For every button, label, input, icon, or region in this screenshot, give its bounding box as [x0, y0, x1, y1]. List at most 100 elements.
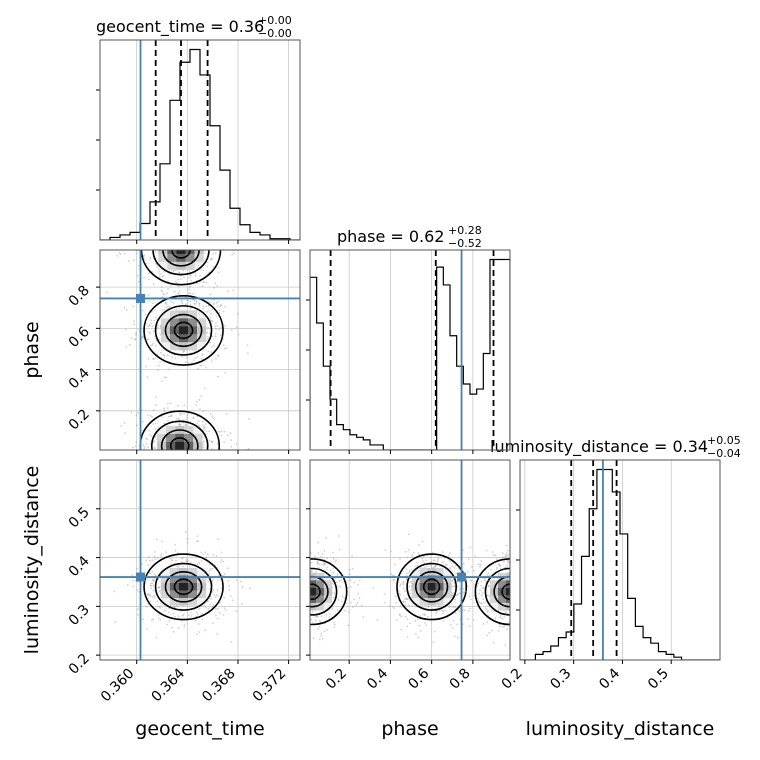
density-cell — [158, 238, 167, 246]
sample-point — [293, 597, 295, 599]
y-tick-label: 0.5 — [66, 504, 93, 531]
sample-point — [399, 593, 402, 596]
sample-point — [218, 237, 220, 239]
y-tick-label: 0.3 — [66, 602, 93, 629]
sample-point — [209, 603, 212, 606]
sample-point — [197, 223, 199, 225]
sample-point — [167, 455, 169, 457]
sample-point — [215, 614, 217, 617]
density-cell — [443, 598, 452, 606]
sample-point — [225, 413, 228, 415]
sample-point — [198, 221, 200, 223]
sample-point — [533, 616, 535, 618]
sample-point — [177, 293, 180, 296]
sample-point — [444, 609, 447, 612]
sample-point — [227, 290, 230, 292]
sample-point — [334, 560, 336, 563]
sample-point — [182, 219, 184, 221]
sample-point — [149, 344, 152, 347]
sample-point — [193, 232, 195, 234]
sample-point — [517, 624, 519, 626]
sample-point — [358, 597, 361, 599]
sample-point — [180, 557, 183, 560]
sample-point — [173, 479, 175, 481]
sample-point — [200, 471, 202, 473]
sample-point — [148, 331, 151, 334]
sample-point — [350, 586, 352, 588]
sample-point — [404, 615, 407, 618]
density-cell — [194, 261, 204, 270]
sample-point — [201, 353, 204, 356]
sample-point — [153, 440, 156, 443]
sample-point — [347, 624, 350, 627]
sample-point — [168, 245, 170, 247]
sample-point — [143, 445, 146, 448]
sample-point — [486, 621, 489, 624]
sample-point — [174, 549, 177, 552]
sample-point — [527, 583, 529, 585]
sample-point — [530, 625, 532, 627]
sample-point — [320, 634, 323, 637]
sample-point — [137, 280, 140, 283]
sample-point — [217, 243, 219, 245]
sample-point — [182, 470, 184, 472]
sample-point — [126, 464, 128, 466]
sample-point — [144, 235, 146, 237]
sample-point — [203, 237, 205, 239]
sample-point — [203, 280, 206, 283]
sample-point — [161, 245, 163, 247]
sample-point — [146, 593, 149, 595]
sample-point — [153, 594, 156, 597]
density-cell — [160, 590, 171, 599]
sample-point — [214, 596, 217, 599]
density-cell — [175, 441, 185, 450]
sample-point — [486, 594, 489, 597]
sample-point — [191, 225, 193, 227]
sample-point — [294, 631, 296, 633]
sample-point — [194, 465, 196, 467]
sample-point — [480, 602, 483, 605]
density-cell — [167, 230, 176, 238]
sample-point — [525, 554, 527, 556]
sample-point — [182, 269, 185, 272]
sample-point — [432, 566, 435, 569]
sample-point — [203, 230, 205, 232]
sample-point — [176, 246, 178, 248]
density-cell — [490, 602, 499, 611]
sample-point — [235, 579, 238, 582]
sample-point — [197, 623, 200, 625]
sample-point — [477, 600, 480, 603]
sample-point — [198, 245, 200, 247]
sample-point — [328, 613, 331, 615]
sample-point — [421, 557, 424, 560]
density-cell — [178, 583, 189, 591]
sample-point — [301, 605, 303, 607]
sample-point — [170, 246, 172, 248]
sample-point — [168, 455, 170, 457]
sample-point — [190, 362, 193, 364]
sample-point — [177, 452, 179, 454]
sample-point — [201, 613, 204, 615]
sample-point — [451, 565, 454, 568]
sample-point — [406, 625, 409, 628]
sample-point — [169, 235, 171, 237]
sample-point — [219, 326, 222, 329]
sample-point — [419, 630, 422, 632]
sample-point — [202, 426, 205, 428]
sample-point — [198, 304, 201, 307]
density-cell — [419, 598, 428, 606]
sample-point — [451, 595, 454, 597]
sample-point — [483, 602, 486, 604]
sample-point — [189, 276, 191, 279]
sample-point — [522, 582, 524, 584]
sample-point — [507, 561, 510, 564]
sample-point — [527, 605, 529, 607]
density-cell — [498, 602, 507, 611]
sample-point — [295, 567, 297, 569]
sample-point — [537, 563, 539, 565]
sample-point — [412, 551, 415, 554]
sample-point — [211, 415, 214, 418]
sample-point — [372, 587, 375, 590]
sample-point — [284, 621, 286, 623]
sample-point — [174, 225, 176, 227]
